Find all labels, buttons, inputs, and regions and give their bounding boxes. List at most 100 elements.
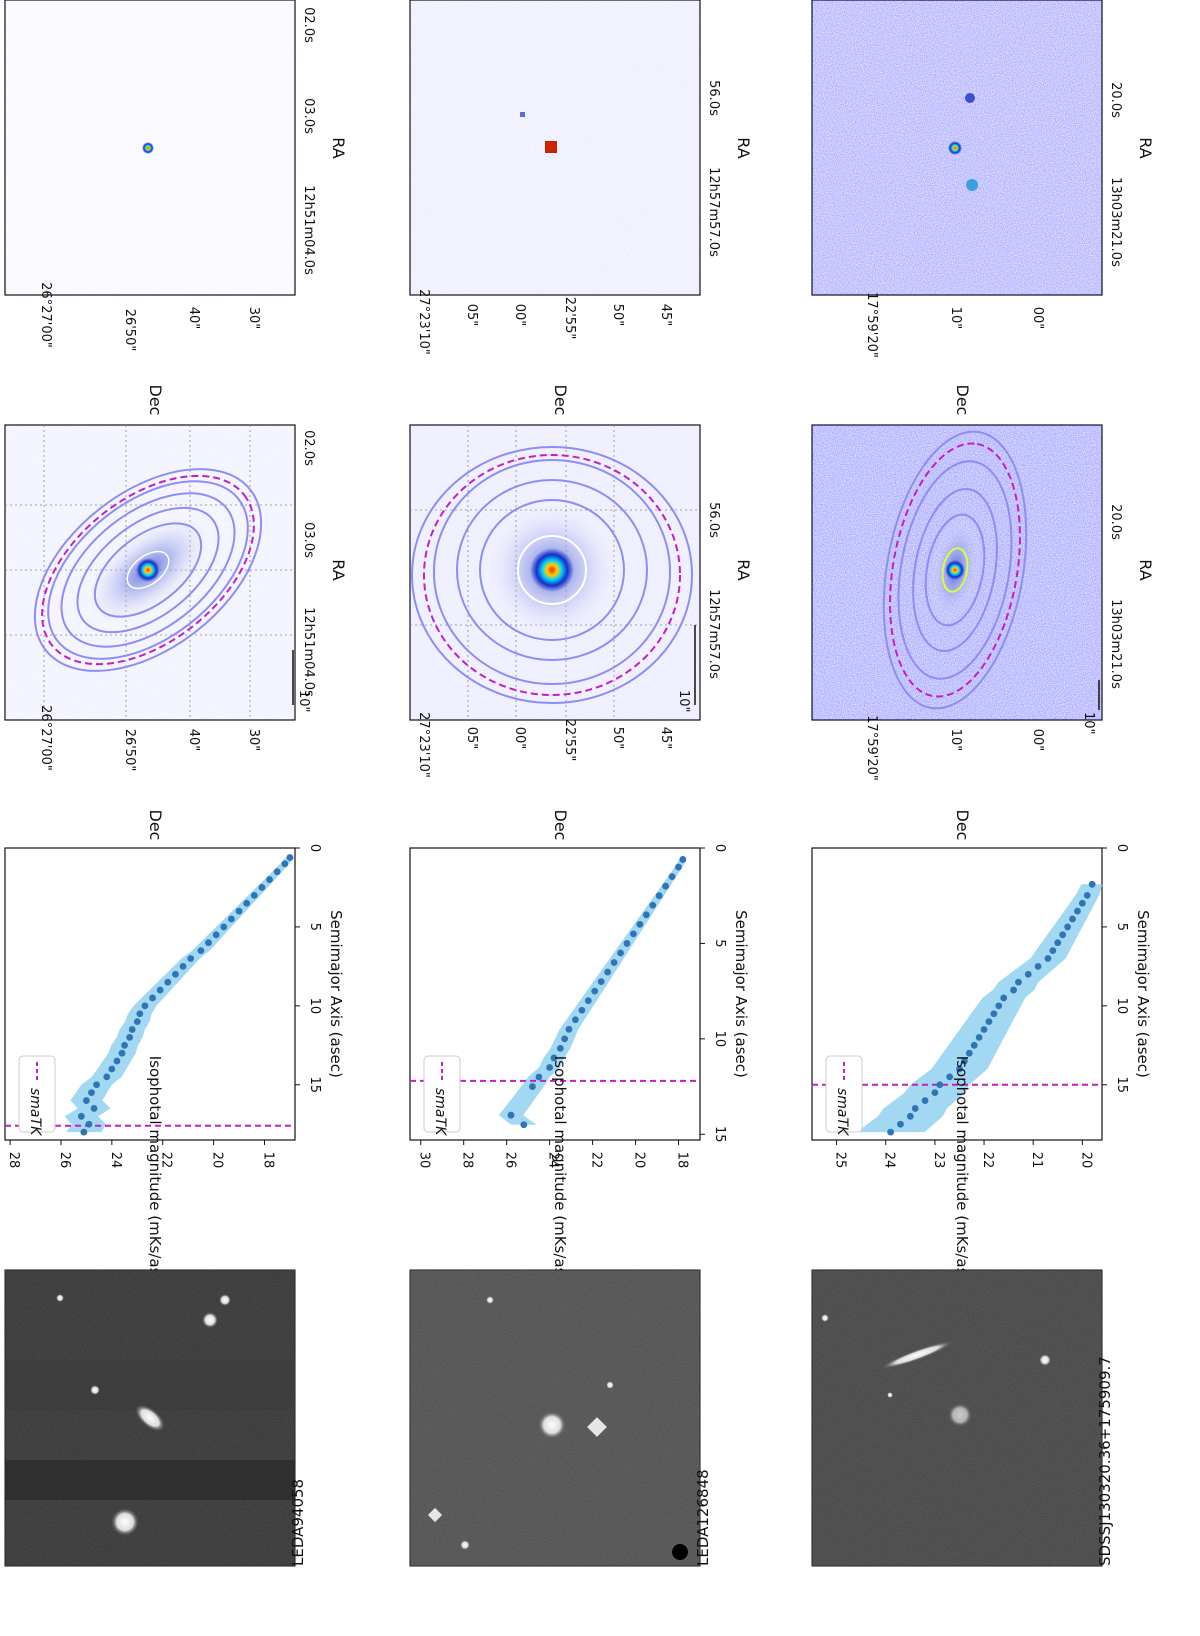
x-tick-group: 15 xyxy=(712,1126,727,1143)
error-band xyxy=(856,884,1103,1133)
dec-tick-label: 45" xyxy=(658,304,673,327)
dec-tick-label: 26°27'00" xyxy=(38,282,53,348)
legend-label: smaTK xyxy=(834,1088,850,1137)
dec-tick-label: 30" xyxy=(246,729,261,752)
profile-point xyxy=(1024,970,1032,978)
galaxy-label: LEDA126848 xyxy=(694,1469,712,1566)
dec-tick-label: 00" xyxy=(512,304,527,327)
ra-tick-label: 02.0s xyxy=(301,7,316,43)
x-tick-label: 5 xyxy=(307,923,322,931)
y-tick-group: 18 xyxy=(260,1152,275,1169)
x-tick-group: 5 xyxy=(712,939,727,947)
row-1: RA 02.0s 03.0s 12h51m04.0s 26°27'00" 26'… xyxy=(4,0,348,1567)
dec-axis-label: Dec xyxy=(551,385,570,416)
profile-point xyxy=(258,884,266,891)
profile-point xyxy=(636,920,644,928)
y-tick-group: 28 xyxy=(6,1152,21,1169)
y-axis-label-group: Isophotal magnitude (mKs/asec2) xyxy=(146,1056,164,1309)
ra-axis-label: RA xyxy=(329,137,348,158)
profile-plot-1: 0 5 10 15 18 20 22 24 26 28 Semimajor Axis (asec) I… xyxy=(4,844,345,1309)
dec-tick-label: 10" xyxy=(948,307,963,330)
x-tick-group: 0 xyxy=(1114,844,1129,852)
row-2: RA 56.0s 12h57m57.0s 27°23'10" 05" 00" 2… xyxy=(409,0,753,1567)
x-tick-label: 0 xyxy=(307,844,322,852)
profile-point xyxy=(212,931,220,939)
profile-point xyxy=(1015,978,1022,986)
y-tick-label: 24 xyxy=(108,1152,123,1169)
profile-point xyxy=(591,987,599,995)
profile-point xyxy=(597,978,605,985)
x-tick-label: 15 xyxy=(712,1126,727,1143)
scale-bar-label: 10" xyxy=(676,690,691,713)
y-tick-label: 26 xyxy=(57,1152,72,1169)
profile-point xyxy=(556,1044,564,1052)
y-tick-group: 28 xyxy=(460,1152,475,1169)
error-band xyxy=(64,857,295,1133)
profile-point xyxy=(172,970,179,978)
x-tick-group: 0 xyxy=(712,844,727,852)
dec-tick-label: 50" xyxy=(610,304,625,327)
y-tick-group: 24 xyxy=(546,1152,561,1169)
legend-box xyxy=(18,1055,56,1133)
profile-point xyxy=(546,1064,554,1071)
dec-tick-label: 05" xyxy=(464,727,479,750)
ra-axis-label: RA xyxy=(1136,559,1155,580)
legend-box xyxy=(423,1055,461,1133)
profile-point xyxy=(1069,915,1076,923)
profile-point xyxy=(1034,962,1042,970)
dec-tick-label: 17°59'20" xyxy=(864,292,879,358)
x-tick-group: 5 xyxy=(1114,923,1129,931)
profile-point xyxy=(133,1018,141,1026)
dec-axis-label: Dec xyxy=(953,810,972,841)
y-tick-group: 22 xyxy=(589,1152,604,1169)
profile-point xyxy=(965,1049,973,1057)
profile-point xyxy=(88,1089,95,1097)
model-core xyxy=(142,142,154,154)
ra-axis-label: RA xyxy=(329,559,348,580)
y-tick-label: 20 xyxy=(210,1152,225,1169)
ra-tick-label: 13h03m21.0s xyxy=(1108,599,1123,689)
x-tick-group: 10 xyxy=(1114,998,1129,1015)
row-3: RA 20.0s 13h03m21.0s 17°59'20" 10" 00" D… xyxy=(811,0,1155,1567)
profile-point xyxy=(617,949,624,957)
y-tick-label: 18 xyxy=(260,1152,275,1169)
x-axis-label-group: Semimajor Axis (asec) xyxy=(327,910,345,1078)
profile-point xyxy=(970,1041,978,1049)
profile-point xyxy=(1049,947,1057,954)
profile-point xyxy=(1064,923,1071,931)
x-tick-group: 15 xyxy=(1114,1076,1129,1093)
ellipse-panel-2: 10" RA 56.0s 12h57m57.0s 27°23'10" 05" 0… xyxy=(409,424,753,840)
model-panel-1: RA 02.0s 03.0s 12h51m04.0s 26°27'00" 26'… xyxy=(4,0,348,415)
profile-point xyxy=(535,1073,543,1081)
dec-tick-label: 00" xyxy=(1030,307,1045,330)
profile-point xyxy=(610,959,618,966)
x-tick-group: 0 xyxy=(307,844,322,852)
profile-point xyxy=(126,1034,134,1041)
profile-point xyxy=(980,1026,988,1033)
y-tick-label: 21 xyxy=(1029,1152,1044,1169)
ra-tick-label: 03.0s xyxy=(301,98,316,134)
ra-tick-label: 02.0s xyxy=(301,430,316,466)
dec-tick-label: 27°23'10" xyxy=(416,289,431,355)
profile-point xyxy=(975,1034,983,1041)
profile-point xyxy=(655,892,663,900)
y-tick-label: 20 xyxy=(632,1152,647,1169)
profile-point xyxy=(906,1112,914,1120)
ra-tick-label: 13h03m21.0s xyxy=(1108,177,1123,267)
profile-point xyxy=(108,1065,116,1073)
x-axis-label: Semimajor Axis (asec) xyxy=(732,910,750,1078)
y-tick-label: 28 xyxy=(460,1152,475,1169)
profile-point xyxy=(604,968,612,976)
profile-point xyxy=(572,1016,579,1024)
profile-point xyxy=(187,955,195,962)
y-tick-group: 20 xyxy=(632,1152,647,1169)
profile-point xyxy=(83,1097,90,1104)
dec-tick-label: 00" xyxy=(1030,729,1045,752)
y-tick-group: 30 xyxy=(417,1152,432,1169)
profile-point xyxy=(235,907,243,915)
profile-point xyxy=(273,868,281,876)
profile-point xyxy=(507,1111,515,1119)
profile-point xyxy=(946,1073,954,1081)
profile-point xyxy=(121,1041,128,1049)
profile-point xyxy=(1059,931,1067,939)
